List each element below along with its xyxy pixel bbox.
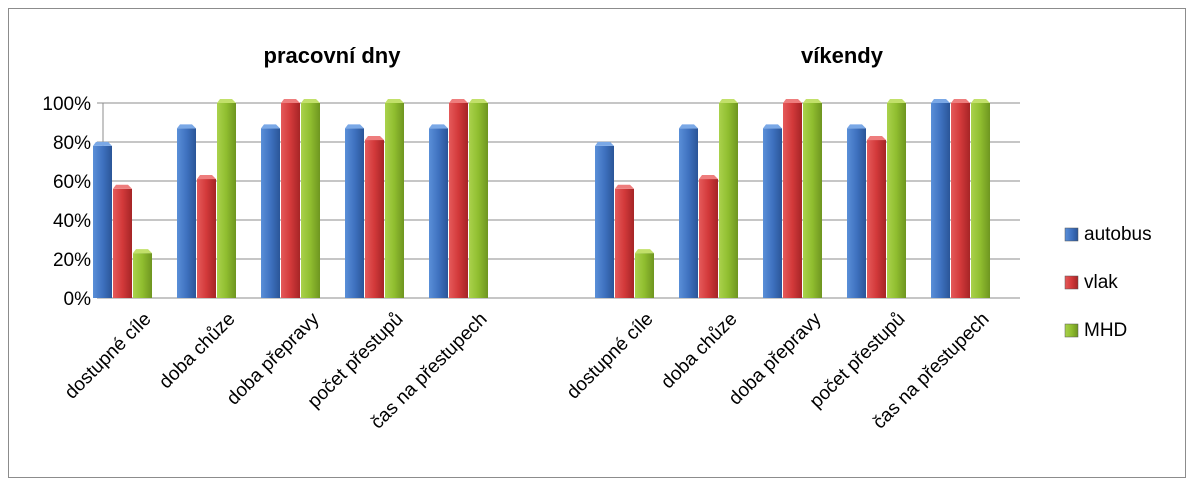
- y-tick-label: 40%: [53, 211, 91, 232]
- bar-vlak: [281, 103, 300, 298]
- bar-autobus: [847, 128, 866, 298]
- legend-swatch-MHD: [1064, 323, 1079, 338]
- legend-swatch-vlak: [1064, 275, 1079, 290]
- bar-autobus: [679, 128, 698, 298]
- bar-top-vlak: [365, 136, 384, 141]
- bar-MHD: [971, 103, 990, 298]
- bar-top-autobus: [595, 141, 614, 146]
- legend-swatch-autobus: [1064, 227, 1079, 242]
- bar-top-MHD: [217, 99, 236, 103]
- bar-MHD: [301, 103, 320, 298]
- bar-top-autobus: [261, 124, 280, 129]
- bar-top-MHD: [719, 99, 738, 103]
- bar-top-vlak: [783, 99, 802, 103]
- bar-MHD: [719, 103, 738, 298]
- bar-top-autobus: [429, 124, 448, 129]
- bar-autobus: [261, 128, 280, 298]
- bar-vlak: [783, 103, 802, 298]
- bar-top-vlak: [951, 99, 970, 103]
- bar-vlak: [365, 140, 384, 298]
- x-tick-label: doba chůze: [155, 309, 239, 393]
- bar-top-MHD: [971, 99, 990, 103]
- bar-vlak: [699, 179, 718, 298]
- bar-top-autobus: [847, 124, 866, 129]
- bar-autobus: [429, 128, 448, 298]
- bar-MHD: [469, 103, 488, 298]
- x-tick-label: dostupné cíle: [563, 309, 658, 404]
- y-tick-label: 20%: [53, 250, 91, 271]
- bar-MHD: [803, 103, 822, 298]
- bar-MHD: [635, 253, 654, 298]
- bar-MHD: [133, 253, 152, 298]
- bar-vlak: [113, 188, 132, 298]
- bar-autobus: [345, 128, 364, 298]
- bar-top-MHD: [385, 99, 404, 103]
- bar-top-MHD: [887, 99, 906, 103]
- bars: [93, 99, 990, 298]
- y-tick-label: 100%: [42, 94, 91, 115]
- chart-title: pracovní dny: [264, 43, 402, 68]
- bar-autobus: [93, 145, 112, 298]
- x-tick-label: doba chůze: [657, 309, 741, 393]
- bar-top-autobus: [931, 99, 950, 103]
- bar-top-vlak: [867, 136, 886, 141]
- bar-top-autobus: [345, 124, 364, 129]
- y-tick-label: 0%: [64, 289, 92, 310]
- y-tick-label: 80%: [53, 133, 91, 154]
- bar-MHD: [217, 103, 236, 298]
- bar-top-MHD: [469, 99, 488, 103]
- bar-top-vlak: [699, 175, 718, 180]
- bar-autobus: [763, 128, 782, 298]
- bar-autobus: [177, 128, 196, 298]
- bar-top-autobus: [763, 124, 782, 129]
- bar-top-MHD: [635, 249, 654, 254]
- bar-vlak: [615, 188, 634, 298]
- bar-vlak: [449, 103, 468, 298]
- bar-top-autobus: [679, 124, 698, 129]
- bar-top-vlak: [615, 184, 634, 189]
- y-tick-label: 60%: [53, 172, 91, 193]
- legend-label: autobus: [1084, 224, 1152, 245]
- bar-top-vlak: [197, 175, 216, 180]
- legend: autobus vlak MHD: [1064, 224, 1152, 341]
- chart-title: víkendy: [801, 43, 884, 68]
- bar-top-vlak: [281, 99, 300, 103]
- bar-top-autobus: [93, 141, 112, 146]
- bar-autobus: [595, 145, 614, 298]
- bar-vlak: [951, 103, 970, 298]
- bar-top-vlak: [449, 99, 468, 103]
- x-tick-label: dostupné cíle: [61, 309, 156, 404]
- bar-vlak: [197, 179, 216, 298]
- bar-top-autobus: [177, 124, 196, 129]
- legend-label: vlak: [1084, 272, 1118, 293]
- bar-MHD: [385, 103, 404, 298]
- bar-MHD: [887, 103, 906, 298]
- bar-top-MHD: [803, 99, 822, 103]
- bar-vlak: [867, 140, 886, 298]
- bar-top-MHD: [133, 249, 152, 254]
- bar-top-MHD: [301, 99, 320, 103]
- legend-label: MHD: [1084, 320, 1127, 341]
- bar-top-vlak: [113, 184, 132, 189]
- bar-autobus: [931, 103, 950, 298]
